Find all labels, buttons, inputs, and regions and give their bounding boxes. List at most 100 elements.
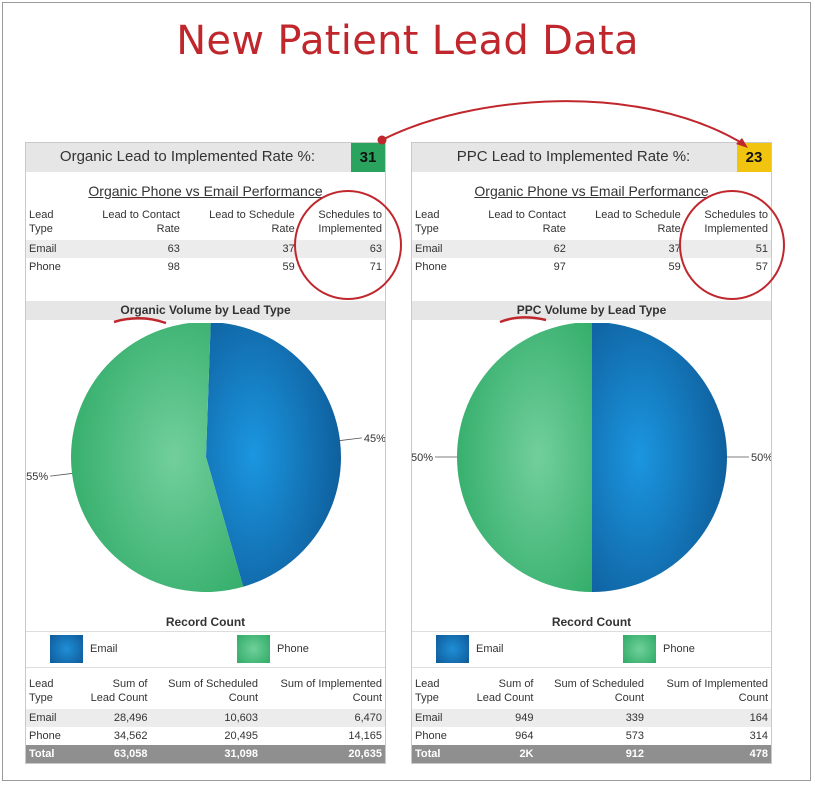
cell-value: 28,496 bbox=[78, 709, 151, 727]
cell-value: 10,603 bbox=[150, 709, 262, 727]
perf-header-lead-type: Lead Type bbox=[29, 209, 54, 235]
legend-phone-swatch bbox=[237, 635, 270, 663]
cell-value: 63 bbox=[297, 240, 385, 258]
pie-data-label: 55% bbox=[26, 471, 48, 483]
total-row: Total 2K 912 478 bbox=[412, 745, 771, 763]
summary-header-implemented: Sum of Implemented Count bbox=[666, 678, 769, 704]
record-count-label: Record Count bbox=[551, 615, 632, 629]
cell-value: 71 bbox=[369, 261, 382, 273]
cell-value: 59 bbox=[668, 261, 681, 273]
table-row: Email 949 339 164 bbox=[412, 709, 771, 727]
pie-data-label: 50% bbox=[751, 452, 771, 464]
table-row: Phone 34,562 20,495 14,165 bbox=[26, 727, 385, 745]
summary-header-lead-type: Lead Type bbox=[29, 678, 54, 704]
legend-email-swatch bbox=[50, 635, 83, 663]
cell-value: 314 bbox=[749, 730, 768, 742]
cell-lead-type: Phone bbox=[415, 261, 447, 273]
perf-title: Organic Phone vs Email Performance bbox=[474, 183, 709, 199]
summary-header-lead-type: Lead Type bbox=[415, 678, 440, 704]
cell-value: 6,470 bbox=[261, 709, 385, 727]
rate-header: Organic Lead to Implemented Rate %: 31 bbox=[26, 143, 385, 172]
cell-total: 2K bbox=[464, 745, 537, 763]
cell-lead-type: Email bbox=[412, 709, 464, 727]
record-count-label: Record Count bbox=[165, 615, 246, 629]
rate-value-badge: 23 bbox=[737, 143, 771, 172]
cell-value: 164 bbox=[647, 709, 771, 727]
cell-value: 34,562 bbox=[113, 730, 148, 742]
cell-value: 339 bbox=[536, 709, 648, 727]
cell-lead-type: Phone bbox=[415, 730, 447, 742]
pie-slice-phone bbox=[71, 323, 244, 592]
perf-header-schedule-rate: Lead to Schedule Rate bbox=[209, 209, 295, 235]
total-row: Total 63,058 31,098 20,635 bbox=[26, 745, 385, 763]
cell-value: 37 bbox=[182, 240, 298, 258]
table-row: Email 28,496 10,603 6,470 bbox=[26, 709, 385, 727]
summary-table: Lead Type Sum of Lead Count Sum of Schedul… bbox=[412, 673, 771, 763]
summary-header-implemented: Sum of Implemented Count bbox=[280, 678, 383, 704]
chart-legend: Email Phone bbox=[26, 631, 385, 668]
cell-value: 59 bbox=[282, 261, 295, 273]
cell-value: 964 bbox=[515, 730, 534, 742]
cell-total: 20,635 bbox=[261, 745, 385, 763]
cell-value: 57 bbox=[755, 261, 768, 273]
ppc-panel: PPC Lead to Implemented Rate %: 23 Organ… bbox=[411, 142, 772, 764]
pie-data-label: 45% bbox=[364, 433, 385, 445]
summary-header-scheduled: Sum of Scheduled Count bbox=[168, 678, 259, 704]
cell-value: 98 bbox=[167, 261, 180, 273]
legend-email-label: Email bbox=[476, 643, 504, 655]
pie-data-label: 50% bbox=[412, 452, 433, 464]
volume-title: Organic Volume by Lead Type bbox=[26, 301, 385, 320]
cell-total: 912 bbox=[536, 745, 648, 763]
organic-pie-chart: 45% 55% bbox=[26, 323, 385, 592]
perf-table: Lead Type Lead to Contact Rate Lead to Sch… bbox=[26, 207, 385, 276]
legend-email-label: Email bbox=[90, 643, 118, 655]
chart-legend: Email Phone bbox=[412, 631, 771, 668]
perf-table: Lead Type Lead to Contact Rate Lead to Sch… bbox=[412, 207, 771, 276]
cell-total: 63,058 bbox=[78, 745, 151, 763]
cell-value: 62 bbox=[464, 240, 569, 258]
cell-value: 20,495 bbox=[224, 730, 259, 742]
cell-lead-type: Email bbox=[26, 709, 78, 727]
rate-label: PPC Lead to Implemented Rate %: bbox=[456, 148, 691, 165]
table-row: Email 63 37 63 bbox=[26, 240, 385, 258]
legend-phone-label: Phone bbox=[277, 643, 309, 655]
legend-phone-label: Phone bbox=[663, 643, 695, 655]
perf-header-contact-rate: Lead to Contact Rate bbox=[102, 209, 180, 235]
pie-slice-phone bbox=[457, 323, 592, 592]
perf-header-schedule-rate: Lead to Schedule Rate bbox=[595, 209, 681, 235]
cell-lead-type: Email bbox=[26, 240, 78, 258]
volume-title: PPC Volume by Lead Type bbox=[412, 301, 771, 320]
rate-header: PPC Lead to Implemented Rate %: 23 bbox=[412, 143, 771, 172]
page-title: New Patient Lead Data bbox=[176, 18, 639, 64]
perf-header-contact-rate: Lead to Contact Rate bbox=[488, 209, 566, 235]
table-row: Phone 964 573 314 bbox=[412, 727, 771, 745]
summary-header-scheduled: Sum of Scheduled Count bbox=[554, 678, 645, 704]
cell-value: 97 bbox=[553, 261, 566, 273]
cell-lead-type: Phone bbox=[29, 730, 61, 742]
organic-panel: Organic Lead to Implemented Rate %: 31 O… bbox=[25, 142, 386, 764]
perf-header-implemented: Schedules to Implemented bbox=[318, 209, 382, 235]
cell-lead-type: Email bbox=[412, 240, 464, 258]
cell-total: 31,098 bbox=[150, 745, 262, 763]
perf-header-implemented: Schedules to Implemented bbox=[704, 209, 768, 235]
cell-value: 51 bbox=[683, 240, 771, 258]
table-row: Phone 98 59 71 bbox=[26, 258, 385, 276]
cell-total: 478 bbox=[647, 745, 771, 763]
cell-total-label: Total bbox=[26, 745, 78, 763]
legend-email-swatch bbox=[436, 635, 469, 663]
summary-table: Lead Type Sum of Lead Count Sum of Schedul… bbox=[26, 673, 385, 763]
pie-slice-email bbox=[206, 323, 341, 587]
summary-header-lead-count: Sum of Lead Count bbox=[90, 678, 148, 704]
ppc-pie-chart: 50% 50% bbox=[412, 323, 771, 592]
rate-label: Organic Lead to Implemented Rate %: bbox=[59, 148, 316, 165]
cell-value: 63 bbox=[78, 240, 183, 258]
summary-header-lead-count: Sum of Lead Count bbox=[476, 678, 534, 704]
cell-value: 37 bbox=[568, 240, 684, 258]
pie-slice-email bbox=[592, 323, 727, 592]
legend-phone-swatch bbox=[623, 635, 656, 663]
perf-header-lead-type: Lead Type bbox=[415, 209, 440, 235]
cell-lead-type: Phone bbox=[29, 261, 61, 273]
pie-leader-line bbox=[50, 473, 73, 477]
pie-leader-line bbox=[339, 437, 362, 441]
